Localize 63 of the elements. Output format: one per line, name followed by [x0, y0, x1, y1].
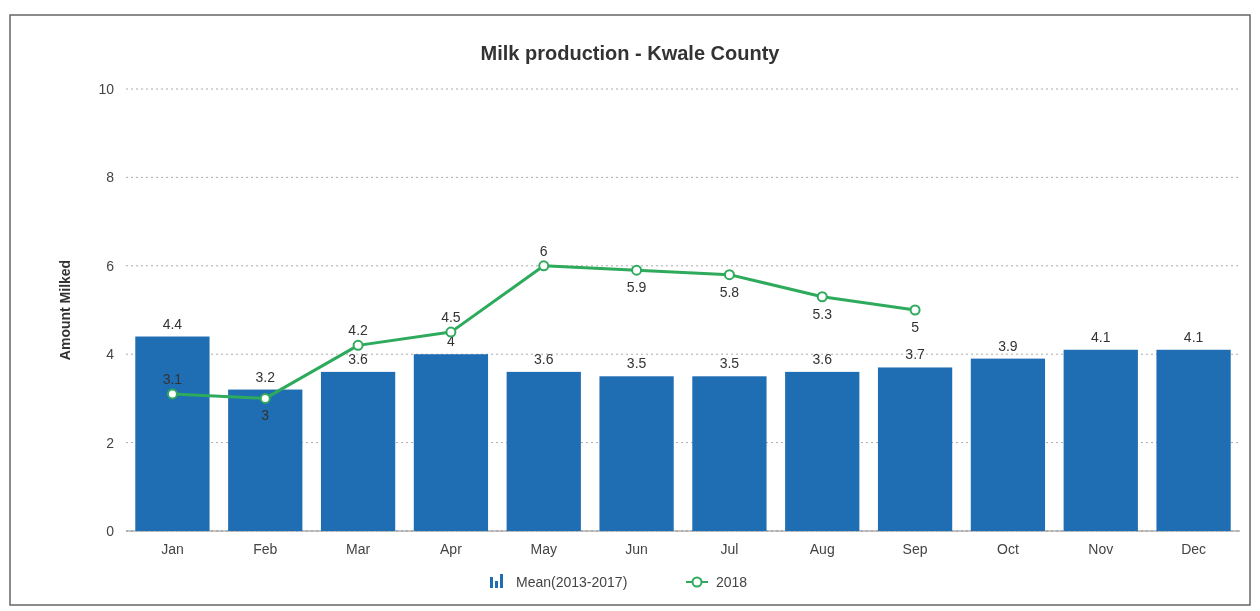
bar — [785, 371, 860, 531]
chart-title: Milk production - Kwale County — [480, 42, 781, 64]
x-tick-label: Jul — [720, 541, 739, 557]
x-tick-label: Aug — [809, 541, 835, 557]
data-label: 5.3 — [812, 305, 833, 322]
point — [723, 269, 735, 281]
y-tick-label: 0 — [106, 523, 115, 539]
y-axis-title: Amount Milked — [57, 259, 73, 361]
data-label: 4.4 — [162, 315, 183, 332]
data-label: 3.5 — [719, 355, 740, 372]
data-label: 4.5 — [441, 309, 461, 326]
x-tick-label: Jan — [161, 541, 184, 557]
data-label: 4.1 — [1183, 328, 1204, 345]
data-label: 3 — [261, 407, 270, 424]
data-label: 3.7 — [905, 346, 926, 363]
bar — [970, 358, 1046, 531]
data-label: 3.6 — [348, 350, 369, 367]
data-label: 3.5 — [626, 355, 647, 372]
data-label: 4.2 — [348, 322, 369, 339]
y-tick-label: 6 — [106, 257, 115, 274]
point — [352, 339, 364, 351]
x-tick-label: Apr — [440, 541, 463, 557]
y-tick-label: 10 — [98, 81, 115, 97]
x-tick-label: Oct — [997, 541, 1019, 557]
x-tick-label: Mar — [346, 541, 371, 557]
y-tick-label: 4 — [106, 346, 115, 363]
data-label: 3.6 — [812, 350, 833, 367]
y-tick-label: 2 — [106, 434, 115, 451]
data-label: 5 — [911, 319, 920, 335]
data-label: 6 — [539, 242, 548, 259]
data-label: 4.1 — [1091, 328, 1111, 345]
bar — [320, 371, 396, 531]
data-label: 3.1 — [162, 370, 183, 387]
x-tick-label: Jun — [625, 541, 648, 557]
bar — [877, 367, 953, 531]
x-tick-label: Feb — [253, 541, 278, 557]
data-label: 3.6 — [534, 350, 554, 367]
legend-label: Mean(2013-2017) — [516, 574, 628, 590]
x-tick-label: Nov — [1088, 541, 1114, 557]
point — [909, 304, 921, 316]
bar — [599, 376, 674, 531]
point — [259, 392, 271, 404]
bar — [135, 336, 210, 531]
bar — [228, 389, 303, 531]
bar — [413, 354, 489, 531]
bar — [506, 371, 581, 531]
data-label: 5.9 — [626, 279, 647, 296]
x-tick-label: Dec — [1181, 541, 1207, 557]
point — [166, 388, 178, 400]
bar — [692, 376, 767, 531]
point — [445, 326, 457, 338]
bar — [1063, 349, 1138, 531]
point — [816, 291, 828, 303]
data-label: 3.9 — [998, 337, 1018, 354]
y-tick-label: 8 — [106, 169, 115, 186]
point — [538, 260, 550, 272]
data-label: 5.8 — [719, 283, 740, 300]
point — [631, 264, 643, 276]
legend-label: 2018 — [716, 574, 748, 590]
bar — [1156, 349, 1231, 531]
data-label: 3.2 — [255, 368, 276, 385]
x-tick-label: Sep — [902, 541, 928, 557]
x-tick-label: May — [530, 541, 557, 557]
